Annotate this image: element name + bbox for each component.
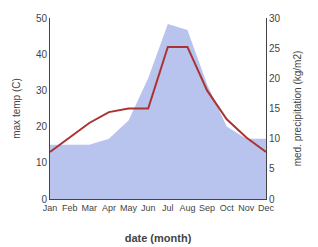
svg-text:Jun: Jun <box>141 203 156 213</box>
svg-text:0: 0 <box>41 194 47 205</box>
svg-text:Dec: Dec <box>258 203 275 213</box>
svg-text:Mar: Mar <box>82 203 98 213</box>
svg-text:date (month): date (month) <box>125 232 192 244</box>
svg-text:Oct: Oct <box>220 203 235 213</box>
svg-text:30: 30 <box>36 85 48 96</box>
svg-text:15: 15 <box>269 103 281 114</box>
svg-text:25: 25 <box>269 43 281 54</box>
svg-text:Apr: Apr <box>102 203 116 213</box>
svg-text:May: May <box>120 203 138 213</box>
svg-text:5: 5 <box>269 163 275 174</box>
svg-text:Feb: Feb <box>62 203 78 213</box>
svg-text:10: 10 <box>36 157 48 168</box>
svg-text:Jan: Jan <box>43 203 58 213</box>
svg-text:max temp (C): max temp (C) <box>11 78 22 139</box>
svg-text:40: 40 <box>36 49 48 60</box>
svg-text:med. precipitation (kg/m2): med. precipitation (kg/m2) <box>292 51 303 167</box>
svg-text:10: 10 <box>269 133 281 144</box>
svg-text:Jul: Jul <box>162 203 174 213</box>
svg-text:50: 50 <box>36 13 48 24</box>
svg-text:Nov: Nov <box>238 203 255 213</box>
svg-text:20: 20 <box>36 121 48 132</box>
svg-text:Sep: Sep <box>199 203 215 213</box>
svg-text:30: 30 <box>269 13 281 24</box>
svg-text:Aug: Aug <box>179 203 195 213</box>
svg-text:0: 0 <box>269 194 275 205</box>
svg-text:20: 20 <box>269 73 281 84</box>
